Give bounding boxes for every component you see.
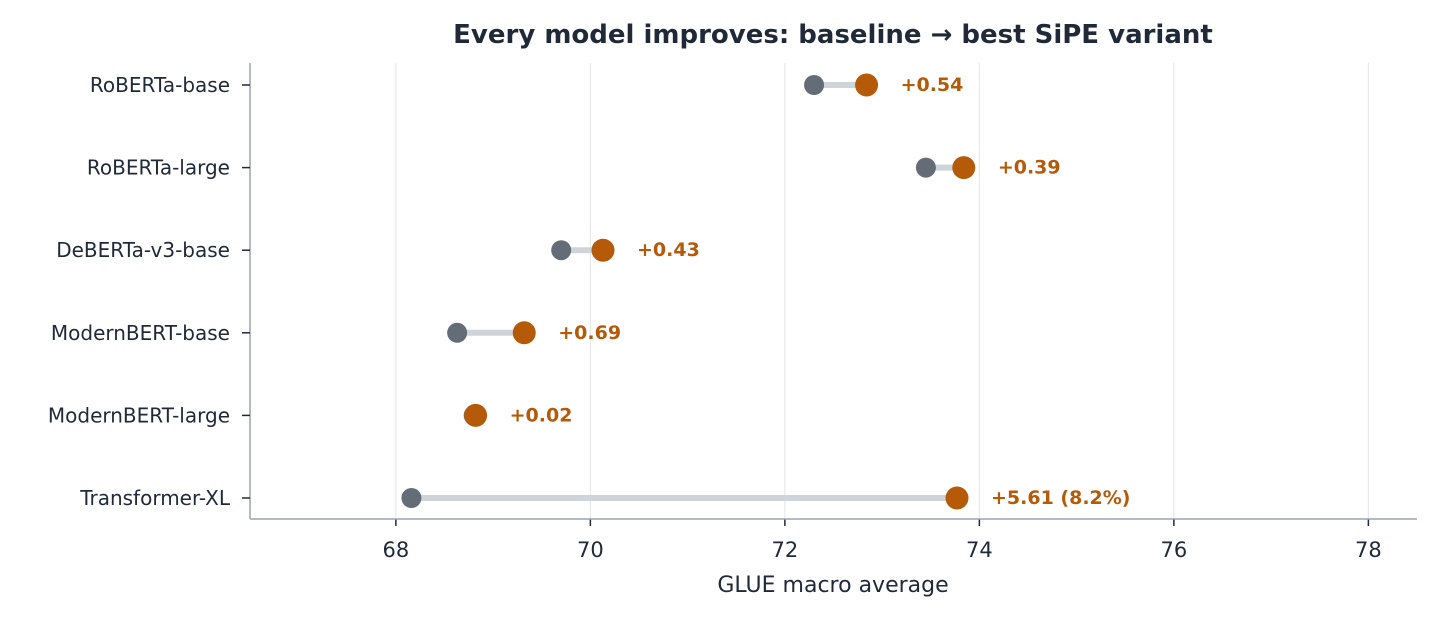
baseline-point-2 [551,240,572,261]
baseline-point-0 [804,75,825,95]
best-point-3 [512,321,536,345]
category-label-4: ModernBERT-large [48,403,230,427]
best-point-5 [945,486,969,510]
delta-label-0: +0.54 [901,74,964,96]
baseline-point-1 [915,157,936,178]
delta-label-3: +0.69 [558,322,621,344]
x-tick-label-68: 68 [383,538,410,562]
x-tick-label-72: 72 [772,538,799,562]
delta-label-5: +5.61 (8.2%) [991,487,1130,509]
axes: 68 70 72 74 76 78 RoBERTa-base RoBERTa-large DeB… [48,63,1417,562]
category-label-2: DeBERTa-v3-base [56,238,230,262]
delta-label-4: +0.02 [510,404,573,426]
x-tick-label-74: 74 [966,538,993,562]
delta-label-1: +0.39 [998,157,1061,179]
category-label-3: ModernBERT-base [51,321,230,345]
annotations: +0.54 +0.39 +0.43 +0.69 +0.02 +5.61 (8.2%) [510,74,1131,509]
x-tick-label-70: 70 [577,538,604,562]
best-point-1 [952,156,976,180]
best-point-4 [464,403,488,427]
category-label-0: RoBERTa-base [90,73,230,97]
baseline-point-5 [401,488,422,508]
category-label-5: Transformer-XL [79,486,231,510]
x-axis-label: GLUE macro average [717,573,948,598]
delta-label-2: +0.43 [637,239,700,261]
best-point-0 [855,73,879,97]
baseline-point-3 [447,322,468,343]
x-tick-label-76: 76 [1161,538,1188,562]
chart-title: Every model improves: baseline → best Si… [453,20,1213,50]
points [401,73,976,510]
best-point-2 [591,238,615,262]
x-tick-label-78: 78 [1355,538,1382,562]
category-label-1: RoBERTa-large [87,156,230,180]
connectors [408,82,967,501]
grid-lines [395,63,1369,519]
